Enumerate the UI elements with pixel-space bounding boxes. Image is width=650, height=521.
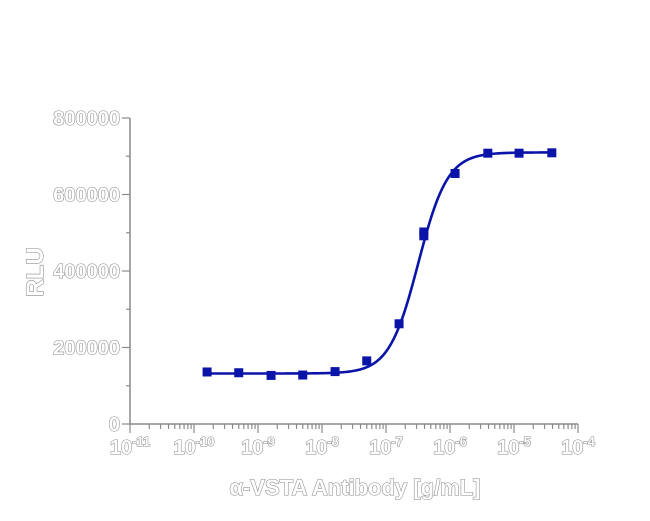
x-tick-label: 10-9 — [241, 434, 275, 459]
data-point — [330, 367, 340, 377]
data-point — [362, 356, 372, 366]
data-point — [547, 148, 557, 158]
x-tick-label: 10-6 — [433, 434, 467, 459]
x-tick-label: 10-7 — [369, 434, 403, 459]
y-axis-label: RLU — [22, 247, 49, 296]
x-tick-label: 10-4 — [561, 434, 596, 459]
fit-curve — [205, 151, 553, 375]
fit-curve-layer — [205, 151, 553, 375]
data-point — [514, 148, 524, 158]
x-axis: 10-11 10-10 10-9 10-8 10-7 10-6 10-5 10-4 — [109, 423, 596, 460]
x-axis-label: α-VSTA Antibody [g/mL] — [229, 475, 480, 500]
data-point — [298, 370, 308, 380]
data-point — [450, 168, 460, 178]
x-tick-label: 10-5 — [497, 434, 531, 459]
data-point — [419, 227, 429, 237]
data-point — [202, 367, 212, 377]
y-tick-label: 600000 — [53, 185, 120, 207]
data-point — [483, 148, 493, 158]
y-axis: 0 200000 400000 600000 800000 — [53, 107, 131, 437]
y-tick-label: 200000 — [53, 338, 120, 360]
data-point — [394, 319, 404, 329]
y-tick-label: 0 — [109, 414, 120, 436]
data-point — [234, 368, 244, 378]
y-tick-label: 800000 — [53, 108, 120, 130]
y-tick-label: 400000 — [53, 261, 120, 283]
data-point — [266, 370, 276, 380]
x-tick-label: 10-10 — [173, 434, 214, 459]
x-tick-label: 10-8 — [305, 434, 339, 459]
x-tick-label: 10-11 — [110, 434, 150, 459]
data-points-layer — [202, 148, 557, 380]
